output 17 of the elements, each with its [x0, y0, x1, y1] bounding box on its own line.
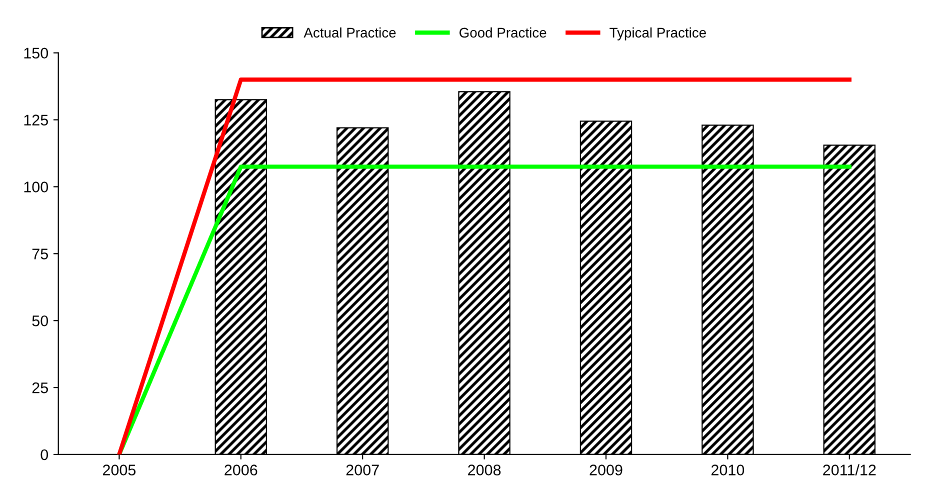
y-tick-label: 150	[24, 48, 48, 59]
legend-label: Actual Practice	[304, 27, 396, 38]
x-tick-label: 2010	[711, 464, 744, 476]
x-tick-label: 2009	[590, 464, 622, 476]
x-tick-label: 2007	[346, 464, 379, 476]
y-tick-label: 125	[24, 114, 48, 126]
x-tick-label: 2008	[468, 464, 501, 476]
y-tick-label: 100	[24, 182, 48, 192]
legend-label: Good Practice	[460, 27, 546, 38]
x-tick-label: 2011/12	[823, 464, 876, 476]
y-tick-label: 50	[32, 315, 48, 326]
y-tick-label: 0	[40, 449, 48, 460]
x-tick-label: 2006	[224, 464, 258, 476]
y-tick-label: 25	[32, 382, 48, 394]
y-tick-label: 75	[32, 248, 48, 260]
x-tick-label: 2005	[102, 464, 136, 476]
legend-label: Typical Practice	[610, 27, 706, 40]
